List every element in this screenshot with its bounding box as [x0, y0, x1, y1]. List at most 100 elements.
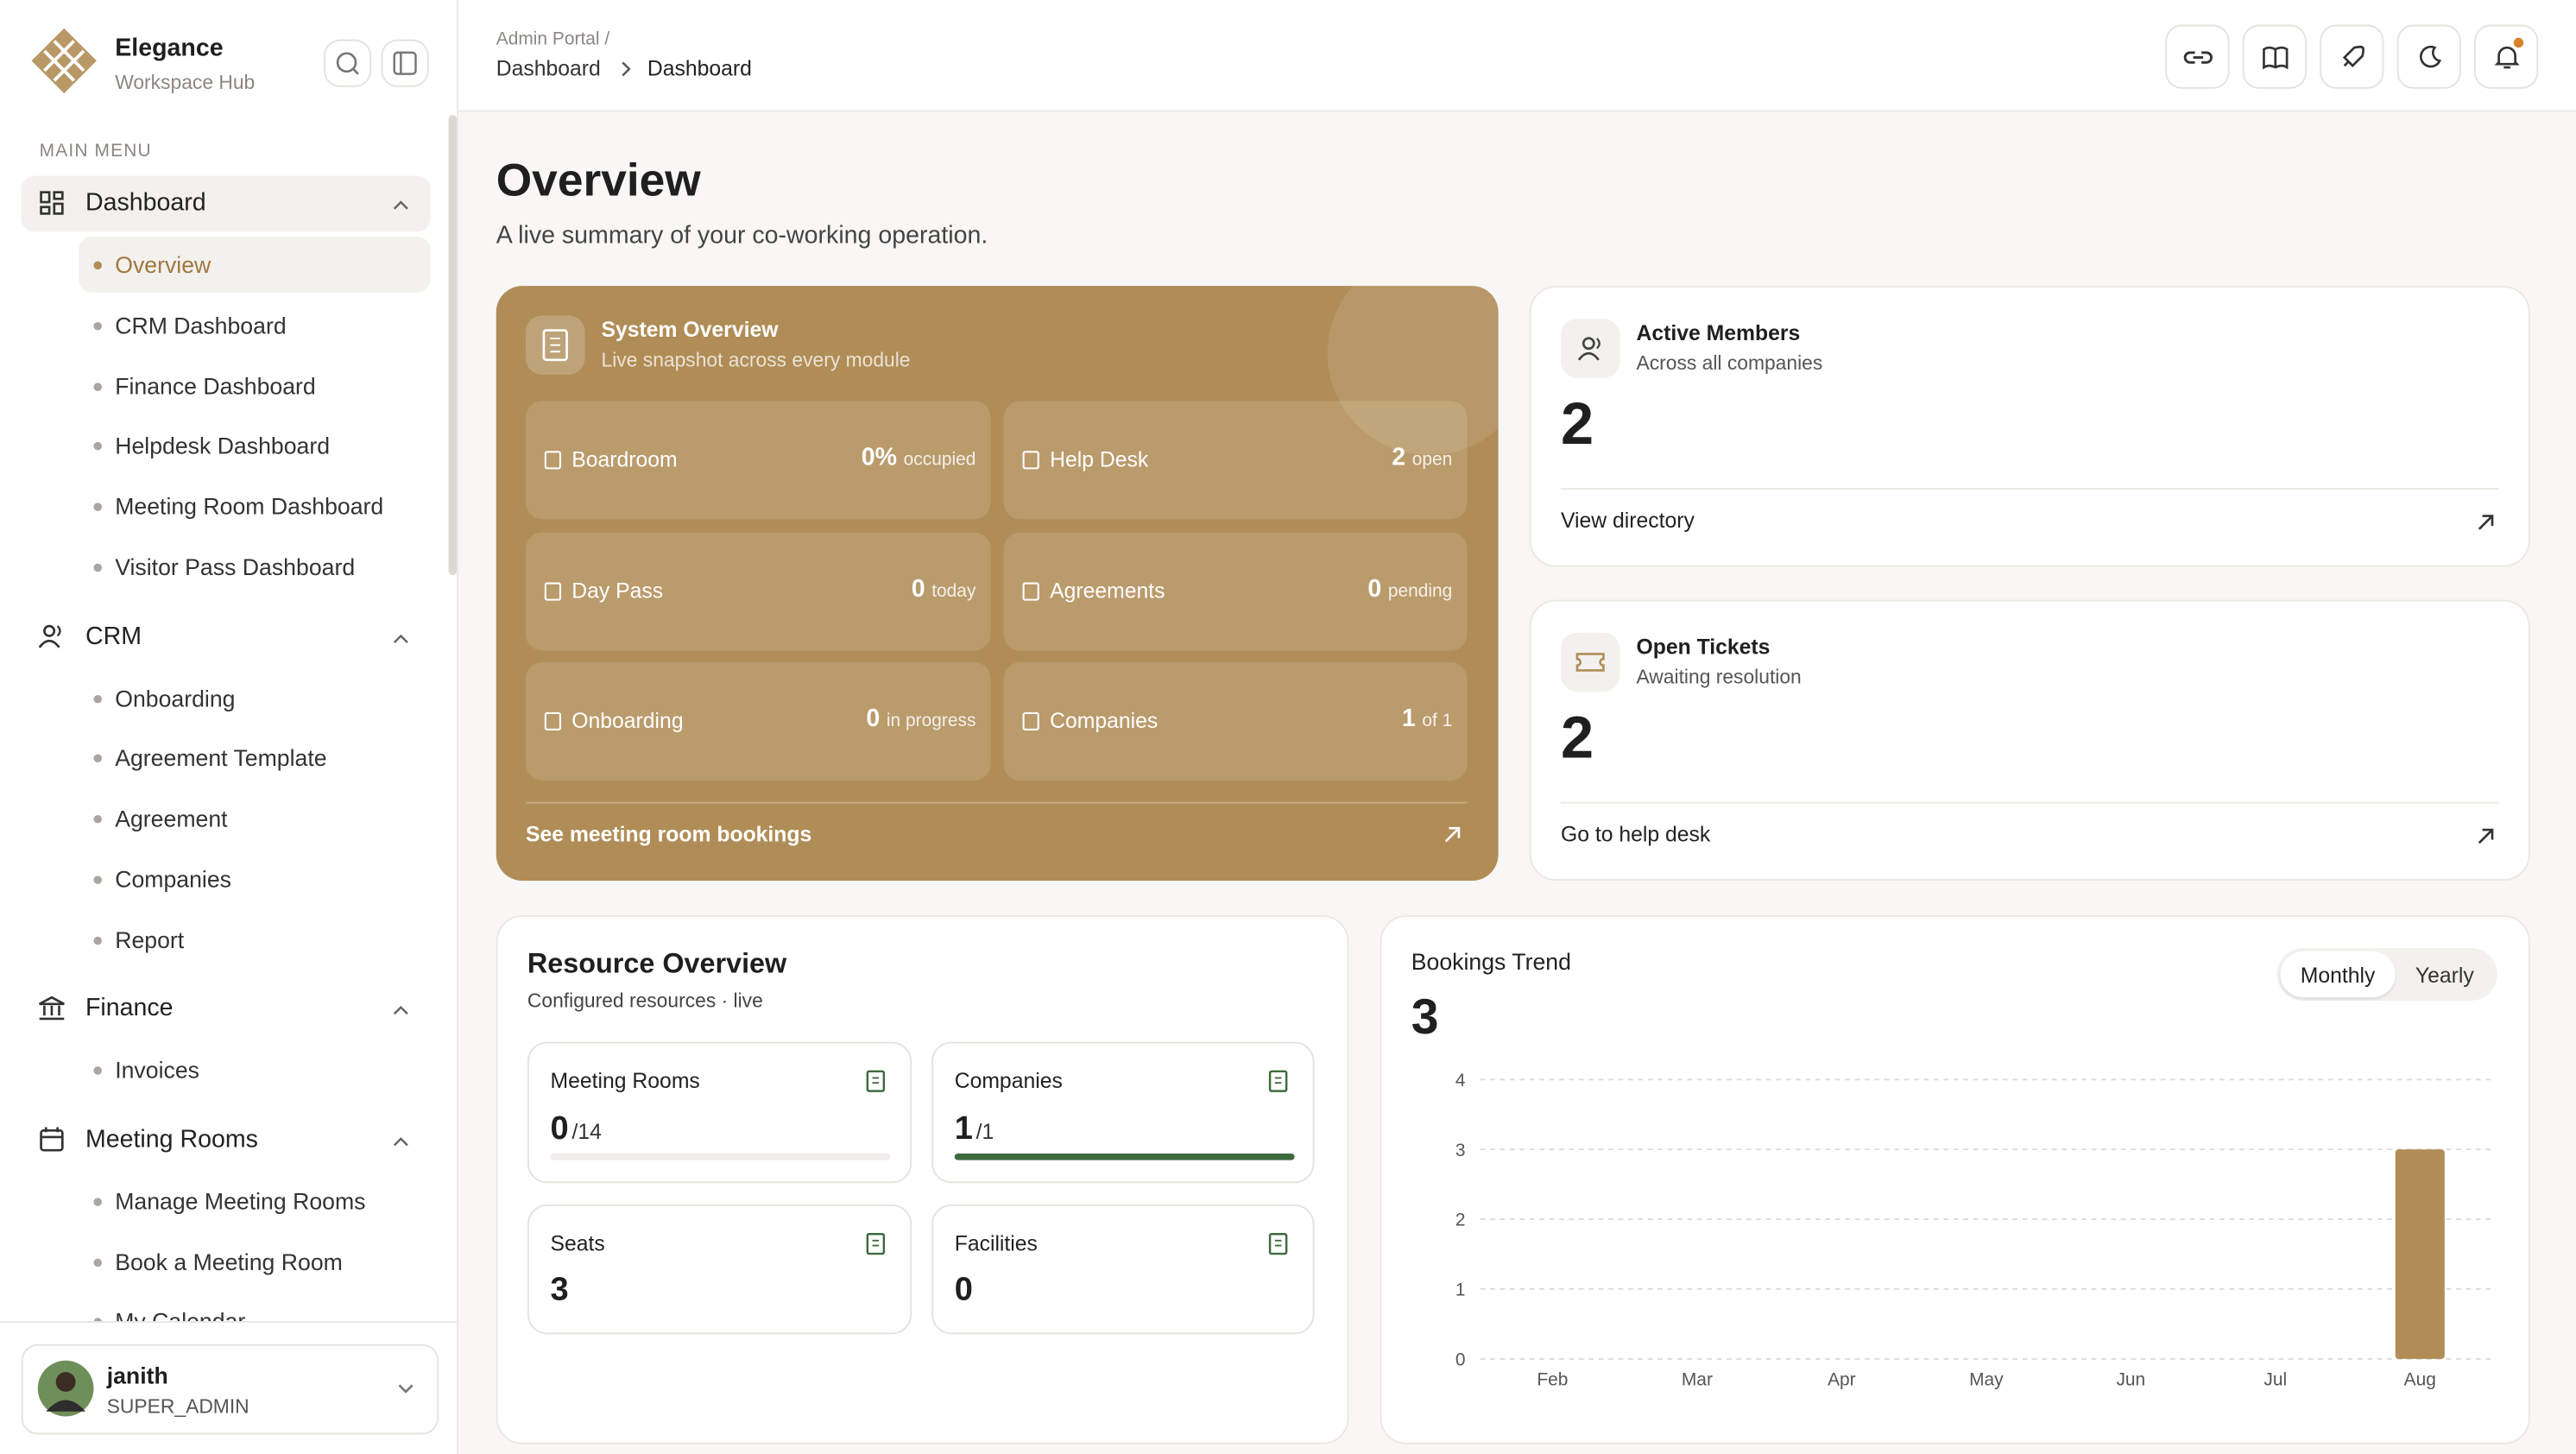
- card-title: Bookings Trend: [1411, 948, 1571, 975]
- toggle-active: [2280, 951, 2396, 998]
- tile-value-wrap: 1 of 1: [1402, 705, 1452, 734]
- nav-bullet: [93, 1066, 102, 1075]
- stat-value: 2: [1560, 703, 1594, 771]
- resource-card: Seats 3: [527, 1204, 912, 1335]
- nav-bullet: [93, 382, 102, 391]
- overview-tile[interactable]: Onboarding 0 in progress: [525, 661, 991, 781]
- resource-total: /1: [975, 1119, 994, 1144]
- nav-group[interactable]: Finance: [85, 994, 174, 1023]
- page-subtitle: A live summary of your co-working operat…: [496, 221, 988, 250]
- topbar-button[interactable]: [2242, 24, 2307, 89]
- resource-value-wrap: 3: [551, 1272, 569, 1310]
- divider: [1560, 801, 2499, 804]
- brand-name: Elegance: [115, 34, 224, 63]
- nav-item[interactable]: Agreement Template: [115, 744, 327, 772]
- topbar-button[interactable]: [2320, 24, 2384, 89]
- tile-unit: in progress: [886, 711, 976, 731]
- tile-unit: pending: [1387, 580, 1453, 601]
- x-tick-label: May: [1969, 1369, 2004, 1389]
- x-tick-label: Apr: [1828, 1369, 1856, 1389]
- divider: [0, 1321, 458, 1323]
- resource-label: Meeting Rooms: [550, 1068, 700, 1093]
- nav-item[interactable]: Onboarding: [115, 684, 236, 711]
- nav-item[interactable]: Companies: [115, 865, 232, 893]
- avatar: [37, 1360, 94, 1417]
- resource-card: Facilities 0: [931, 1204, 1315, 1335]
- nav-group[interactable]: Meeting Rooms: [85, 1125, 258, 1154]
- nav-item[interactable]: Agreement: [115, 805, 228, 832]
- overview-tile[interactable]: Help Desk 2 open: [1003, 401, 1468, 520]
- x-tick-label: Aug: [2404, 1369, 2436, 1389]
- card-title: Resource Overview: [527, 948, 787, 980]
- topbar-button[interactable]: [2474, 24, 2539, 89]
- tile-value: 1: [1401, 705, 1416, 733]
- overview-tile[interactable]: Day Pass 0 today: [525, 531, 991, 650]
- card-link[interactable]: Go to help desk: [1560, 821, 1711, 847]
- nav-bullet: [93, 876, 102, 884]
- topbar-button[interactable]: [2396, 24, 2461, 89]
- nav-bullet: [93, 503, 102, 512]
- divider: [1560, 488, 2499, 490]
- tile-label: Help Desk: [1050, 446, 1149, 472]
- nav-item[interactable]: Invoices: [115, 1057, 199, 1084]
- nav-icon: [38, 995, 67, 1033]
- x-tick-label: Jul: [2263, 1369, 2287, 1389]
- tile-icon: [542, 710, 565, 741]
- page-title: Overview: [496, 154, 701, 205]
- resource-icon: [1265, 1230, 1291, 1265]
- tile-icon: [1020, 710, 1044, 741]
- nav-chevron: [389, 627, 413, 656]
- toggle-yearly[interactable]: Yearly: [2415, 963, 2474, 988]
- nav-chevron: [389, 999, 413, 1028]
- progress-track: [954, 1153, 1295, 1160]
- nav-bullet: [93, 563, 102, 572]
- nav-item[interactable]: Report: [115, 926, 185, 953]
- collapse-button[interactable]: [381, 39, 429, 87]
- overview-tile[interactable]: Boardroom 0% occupied: [525, 401, 991, 520]
- breadcrumb-parent[interactable]: Dashboard: [496, 55, 601, 81]
- nav-item[interactable]: Finance Dashboard: [115, 372, 316, 399]
- overview-tile[interactable]: Agreements 0 pending: [1003, 531, 1468, 650]
- resource-icon: [862, 1230, 888, 1265]
- tile-unit: today: [931, 580, 976, 601]
- nav-bullet: [93, 694, 102, 703]
- nav-item[interactable]: Meeting Room Dashboard: [115, 493, 384, 520]
- nav-item[interactable]: Visitor Pass Dashboard: [115, 553, 356, 580]
- resource-label: Facilities: [954, 1230, 1038, 1255]
- resource-value-wrap: 1/1: [955, 1110, 994, 1148]
- nav-item[interactable]: My Calendar: [115, 1308, 246, 1323]
- tile-value: 0: [911, 574, 925, 603]
- nav-item[interactable]: CRM Dashboard: [115, 312, 287, 338]
- resource-icon: [862, 1068, 888, 1103]
- nav-item[interactable]: Book a Meeting Room: [115, 1248, 343, 1274]
- search-button[interactable]: [323, 39, 372, 87]
- nav-item[interactable]: Manage Meeting Rooms: [115, 1187, 366, 1214]
- nav-chevron: [389, 194, 413, 224]
- nav-item[interactable]: Helpdesk Dashboard: [115, 433, 331, 459]
- chevron: [398, 1384, 414, 1394]
- card-link[interactable]: View directory: [1560, 508, 1695, 533]
- bar: [2395, 1149, 2445, 1359]
- topbar-button[interactable]: [2165, 24, 2230, 89]
- x-tick-label: Mar: [1682, 1369, 1713, 1389]
- nav-group[interactable]: CRM: [85, 622, 142, 650]
- nav-bullet: [93, 261, 102, 270]
- nav-item-active-bg: [79, 237, 431, 293]
- nav-item[interactable]: Overview: [115, 251, 212, 278]
- nav-group[interactable]: Dashboard: [85, 188, 206, 218]
- resource-label: Companies: [954, 1068, 1063, 1093]
- icon-box: [525, 315, 585, 375]
- tile-value-wrap: 0 in progress: [866, 705, 975, 734]
- card-link[interactable]: See meeting room bookings: [525, 821, 812, 847]
- toggle-monthly[interactable]: Monthly: [2300, 963, 2376, 988]
- card-subtitle: Across all companies: [1636, 351, 1823, 375]
- nav-bullet: [93, 1318, 102, 1323]
- resource-total: /14: [571, 1119, 602, 1144]
- y-tick-label: 2: [1455, 1211, 1466, 1230]
- y-tick-label: 0: [1455, 1350, 1466, 1369]
- tile-unit: open: [1411, 450, 1453, 471]
- tile-value: 2: [1392, 443, 1406, 472]
- overview-tile[interactable]: Companies 1 of 1: [1003, 661, 1468, 781]
- tile-value: 0: [1367, 574, 1382, 603]
- nav-chevron: [389, 1130, 413, 1160]
